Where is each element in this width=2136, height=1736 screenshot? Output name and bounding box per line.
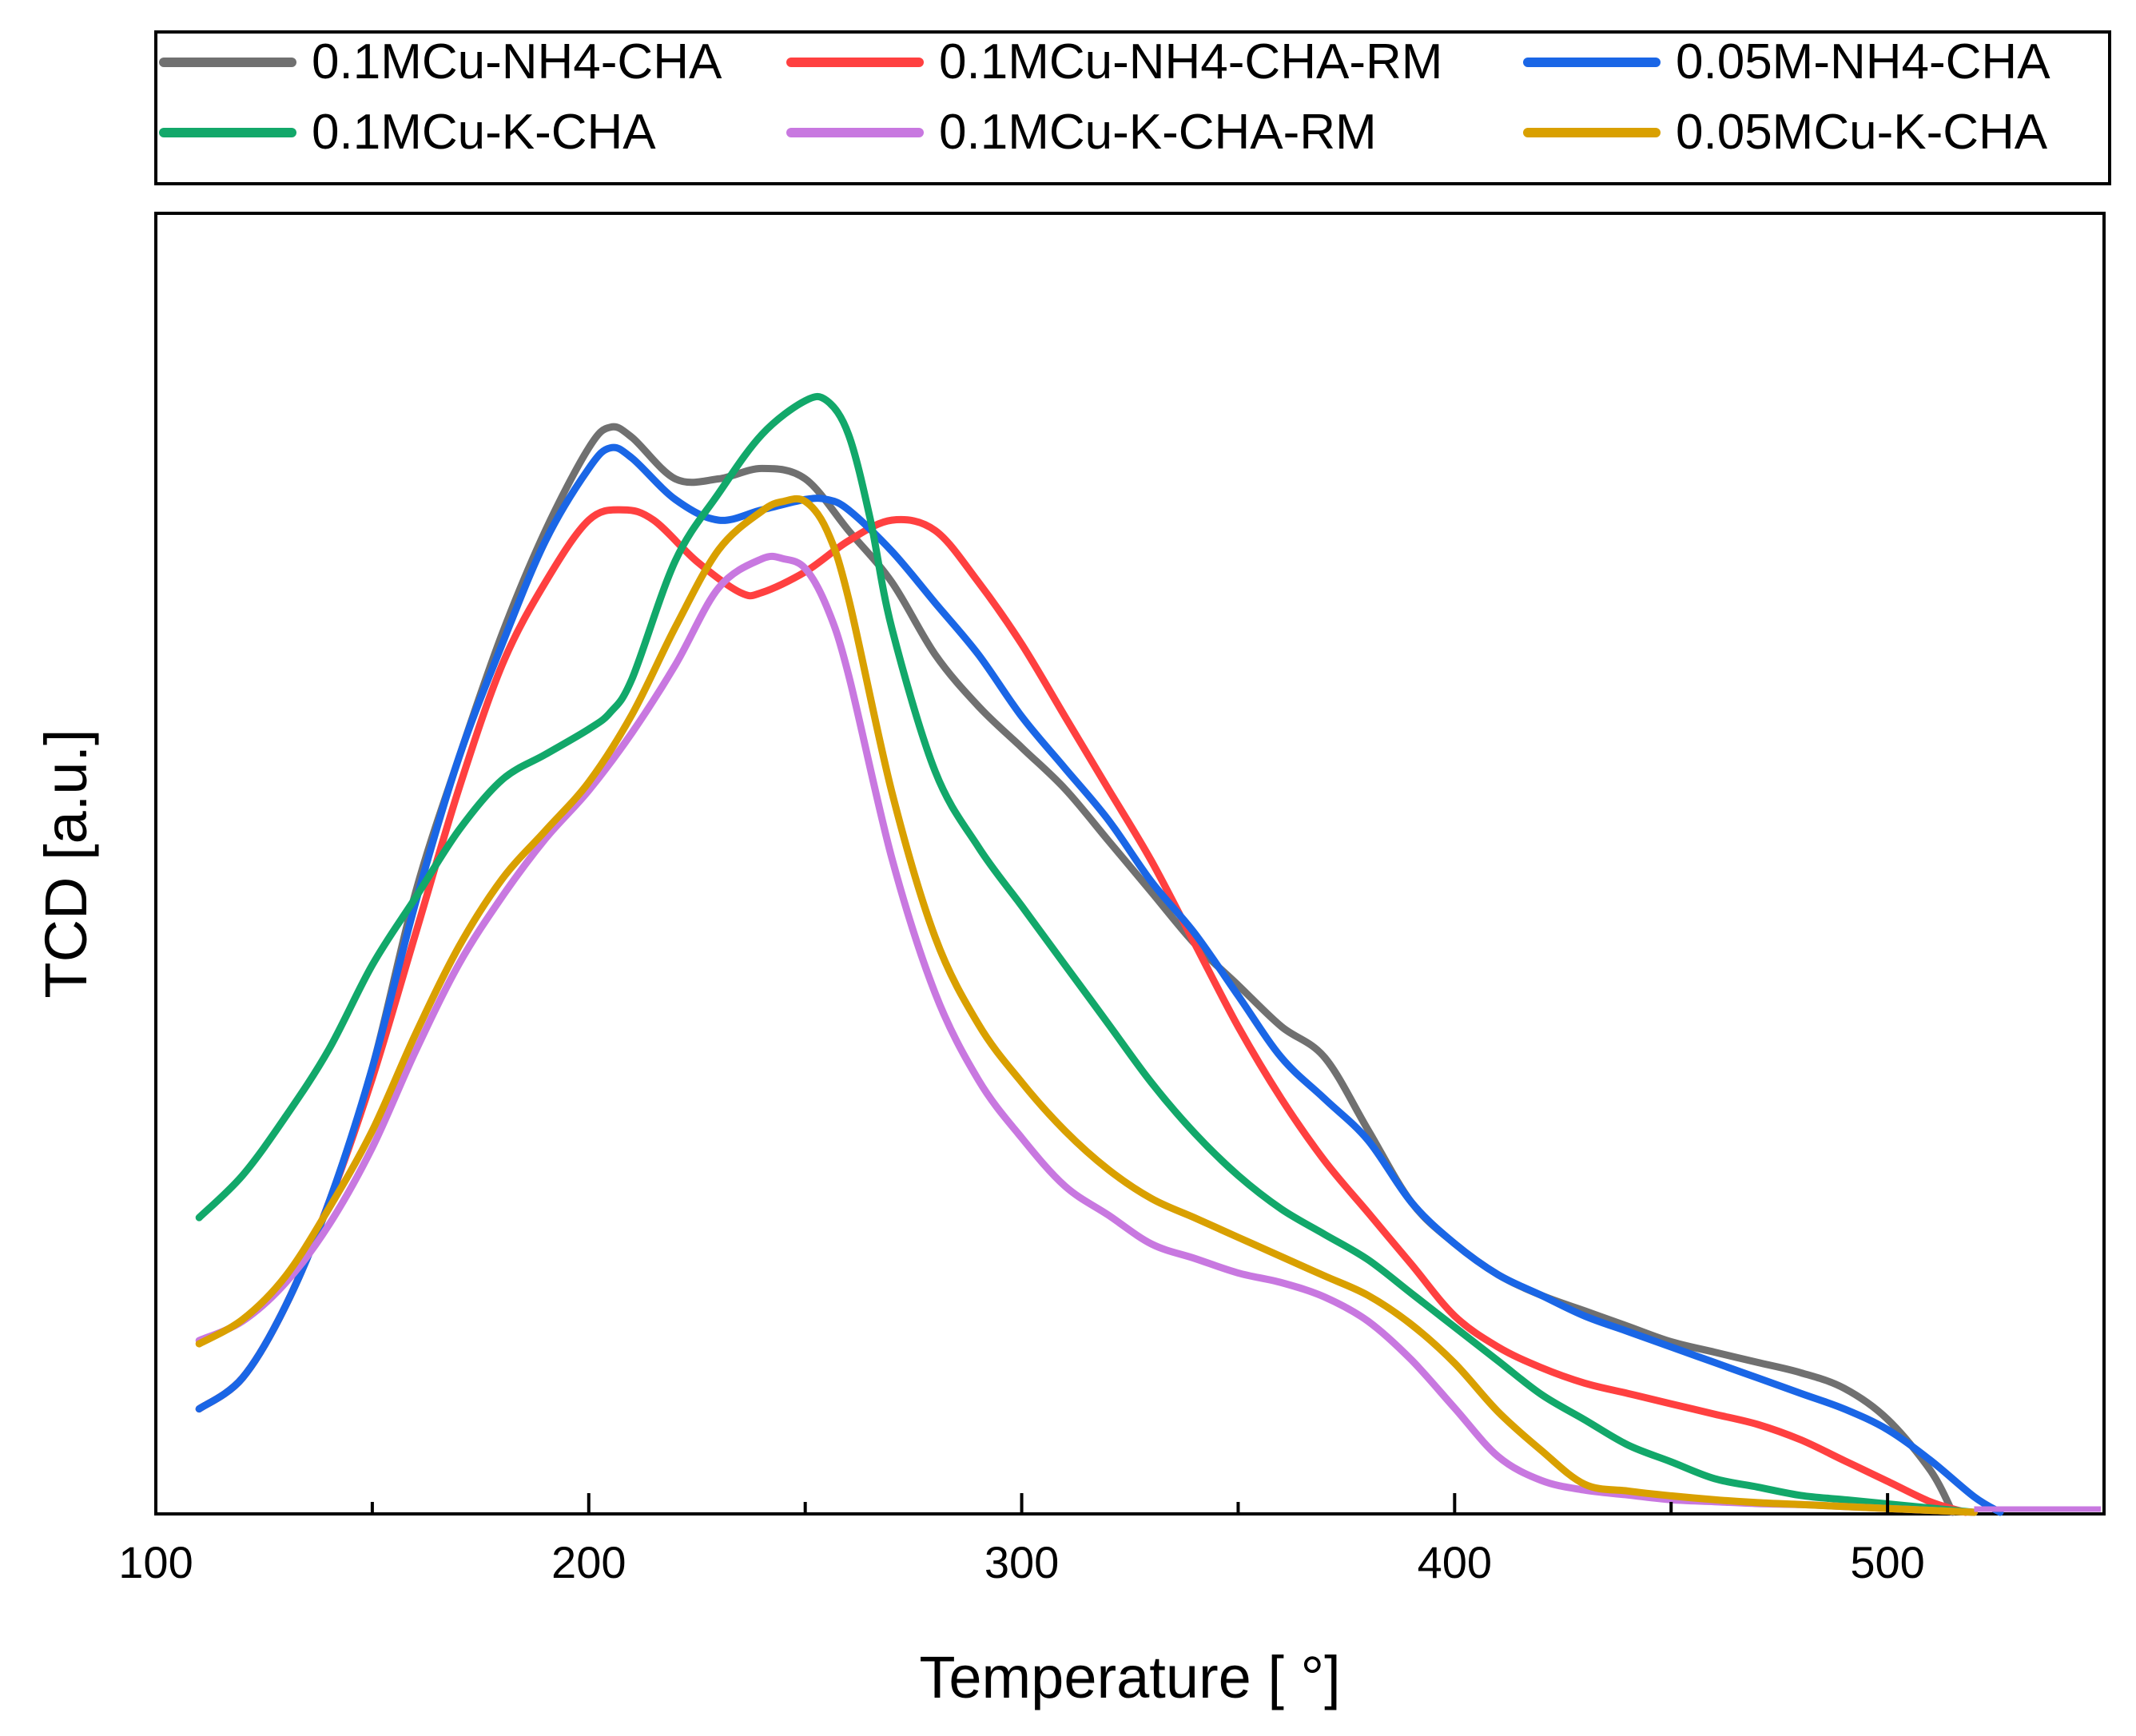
- x-axis-ticks: 100 200 300 400 500: [118, 1493, 2106, 1587]
- x-tick-label: 300: [984, 1537, 1059, 1587]
- legend-items: 0.1MCu-NH4-CHA 0.1MCu-NH4-CHA-RM 0.05M-NH4…: [159, 34, 2050, 160]
- legend-label-1: 0.1MCu-NH4-CHA: [312, 34, 722, 89]
- x-tick-label: 200: [551, 1537, 626, 1587]
- y-axis-title: TCD [a.u.]: [33, 729, 99, 998]
- x-axis-title: Temperature [ °]: [919, 1644, 1340, 1710]
- legend-label-6: 0.05MCu-K-CHA: [1676, 105, 2048, 160]
- x-tick-label: 500: [1850, 1537, 1924, 1587]
- legend-label-4: 0.1MCu-K-CHA: [312, 105, 656, 160]
- series-line-1: [195, 423, 1956, 1516]
- series-line-4: [195, 392, 1978, 1516]
- legend-label-3: 0.05M-NH4-CHA: [1676, 34, 2050, 89]
- legend-frame: [154, 30, 2111, 185]
- x-tick-label: 400: [1418, 1537, 1492, 1587]
- series-line-6: [195, 495, 1978, 1516]
- legend-label-5: 0.1MCu-K-CHA-RM: [939, 105, 1377, 160]
- x-tick-label: 100: [118, 1537, 193, 1587]
- series-layer: [195, 392, 2101, 1516]
- legend-label-2: 0.1MCu-NH4-CHA-RM: [939, 34, 1442, 89]
- series-line-2: [195, 506, 1970, 1516]
- plot-frame: [154, 212, 2106, 1516]
- series-line-5: [195, 552, 1978, 1516]
- legend: 0.1MCu-NH4-CHA 0.1MCu-NH4-CHA-RM 0.05M-NH4…: [154, 30, 2111, 185]
- series-line-3: [195, 443, 2004, 1516]
